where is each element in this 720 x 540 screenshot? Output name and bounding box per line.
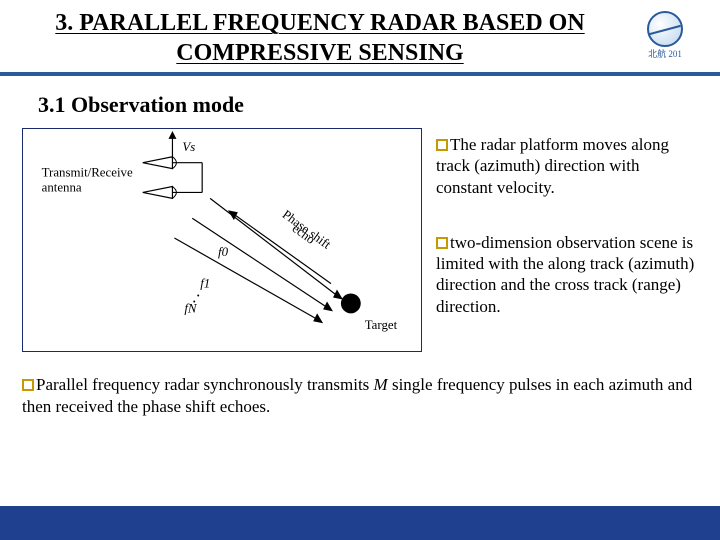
bullet-text: The radar platform moves along track (az… [436,135,669,197]
fig-f1: f1 [200,277,210,291]
bullet-square-icon [436,237,448,249]
bullet-square-icon [22,379,34,391]
fig-antenna-label1: Transmit/Receive [42,166,133,180]
fig-fn: fN [184,301,198,315]
target-icon [341,294,361,314]
fig-antenna-label2: antenna [42,180,82,194]
bullet-item: The radar platform moves along track (az… [436,134,698,198]
logo: 北航 201 [630,8,700,63]
bullet-text: two-dimension observation scene is limit… [436,233,694,316]
globe-icon [647,11,683,47]
bullet-square-icon [436,139,448,151]
fig-f0: f0 [218,245,229,259]
slide-title: 3. PARALLEL FREQUENCY RADAR BASED ON COM… [20,8,620,68]
observation-figure: Vs Transmit/Receive antenna Target [22,128,422,352]
fig-target-label: Target [365,318,398,332]
bottom-pre: Parallel frequency radar synchronously t… [36,375,374,394]
fig-velocity-label: Vs [182,140,195,154]
bottom-bullet: Parallel frequency radar synchronously t… [0,352,720,418]
section-subhead: 3.1 Observation mode [38,92,720,118]
logo-text: 北航 201 [648,47,682,60]
content-row: Vs Transmit/Receive antenna Target [0,128,720,352]
bullet-item: two-dimension observation scene is limit… [436,232,698,317]
header-divider [0,72,720,76]
bullet-list: The radar platform moves along track (az… [436,128,698,352]
footer-bar [0,506,720,540]
bottom-m: M [374,375,388,394]
